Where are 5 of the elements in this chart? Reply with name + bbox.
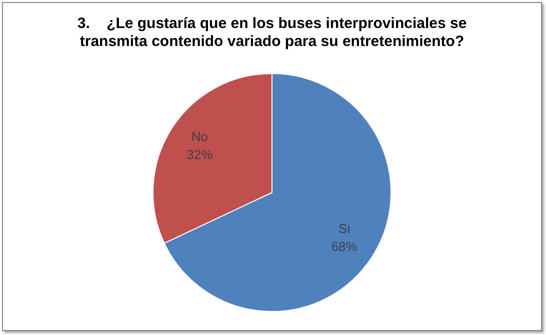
slice-label: Si bbox=[338, 220, 350, 236]
data-label: 32% bbox=[186, 147, 214, 162]
data-label: 68% bbox=[331, 238, 358, 254]
chart-title: 3. ¿Le gustaría que en los buses interprovinciales se transmita contenido variado para su entretenimiento? bbox=[77, 15, 467, 50]
slice-label: No bbox=[191, 129, 208, 144]
